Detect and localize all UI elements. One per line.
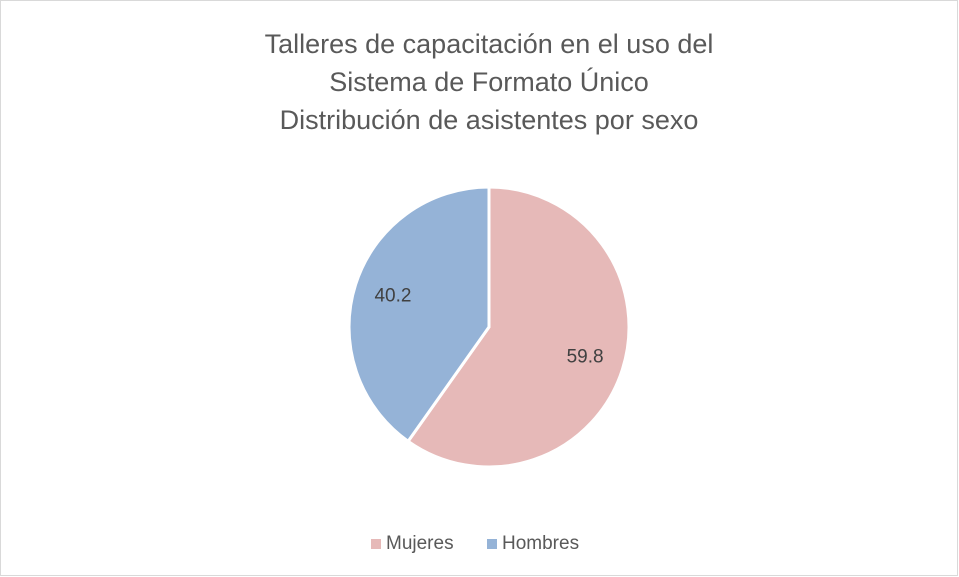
pie-slice	[406, 185, 631, 469]
pie-slice	[347, 185, 491, 444]
legend-marker	[371, 539, 381, 549]
legend-label: Hombres	[502, 533, 579, 554]
chart-title: Talleres de capacitación en el uso del	[265, 29, 714, 59]
data-label: 40.2	[374, 285, 411, 306]
data-label: 59.8	[567, 347, 604, 368]
chart-title: Distribución de asistentes por sexo	[280, 105, 699, 135]
chart-title: Sistema de Formato Único	[329, 66, 649, 97]
legend-marker	[487, 539, 497, 549]
legend-label: Mujeres	[386, 533, 454, 554]
